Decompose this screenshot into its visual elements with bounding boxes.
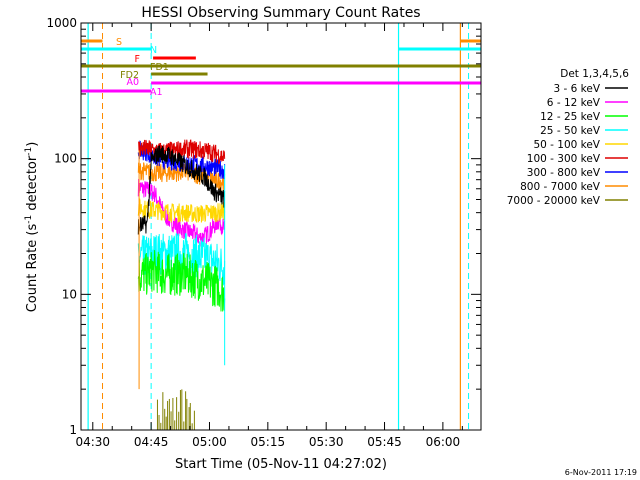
series-line-1 <box>137 145 226 235</box>
flag-label-fd1: FD1 <box>150 62 169 73</box>
y-tick-label: 10 <box>62 287 77 301</box>
legend-label: 300 - 800 keV <box>527 167 601 179</box>
chart-title: HESSI Observing Summary Count Rates <box>141 5 420 21</box>
y-axis-label-sup2: -1 <box>24 147 34 156</box>
y-axis-label-main: Count Rate (s <box>25 224 40 313</box>
legend-label: 50 - 100 keV <box>533 139 600 151</box>
x-tick-label: 04:30 <box>75 435 110 449</box>
x-tick-label: 05:45 <box>367 435 402 449</box>
legend-label: 7000 - 20000 keV <box>507 195 601 207</box>
series-line-3 <box>137 250 226 312</box>
y-axis-label-mid: detector <box>25 155 40 215</box>
x-tick-label: 05:00 <box>192 435 227 449</box>
flag-label-n: N <box>150 45 157 56</box>
flag-label-f: F <box>135 54 140 65</box>
y-tick-label: 1 <box>69 423 77 437</box>
x-tick-label: 05:15 <box>251 435 286 449</box>
x-tick-label: 06:00 <box>426 435 461 449</box>
plot-frame <box>80 22 482 431</box>
series-line-2 <box>137 178 226 247</box>
y-tick-label: 1000 <box>46 16 77 30</box>
flag-label-a1: A1 <box>150 87 163 98</box>
legend-label: 3 - 6 keV <box>553 83 600 95</box>
x-axis-label: Start Time (05-Nov-11 04:27:02) <box>175 457 387 472</box>
series-line-6 <box>138 139 226 165</box>
y-axis: 1 10 100 1000 <box>46 16 481 437</box>
x-tick-label: 04:45 <box>134 435 169 449</box>
flag-label-a0: A0 <box>126 77 139 88</box>
legend-label: 800 - 7000 keV <box>520 181 601 193</box>
series-line-7 <box>137 140 226 179</box>
legend-label: 12 - 25 keV <box>540 111 601 123</box>
flag-label-fd2: FD2 <box>120 70 139 81</box>
series-line-5 <box>137 198 226 224</box>
legend-title: Det 1,3,4,5,6 <box>560 68 629 80</box>
legend-label: 100 - 300 keV <box>527 153 601 165</box>
flag-label-s: S <box>116 37 122 48</box>
legend-label: 25 - 50 keV <box>540 125 601 137</box>
legend: Det 1,3,4,5,6 3 - 6 keV 6 - 12 keV 12 - 25… <box>507 68 630 207</box>
y-axis-label-end: ) <box>25 142 40 147</box>
date-stamp: 6-Nov-2011 17:19 <box>565 468 637 477</box>
x-tick-label: 05:30 <box>309 435 344 449</box>
legend-label: 6 - 12 keV <box>547 97 601 109</box>
y-axis-label-sup1: -1 <box>24 215 34 224</box>
y-tick-label: 100 <box>54 152 77 166</box>
x-axis: 04:30 04:45 05:00 05:15 05:30 05:45 06:00 <box>75 23 463 449</box>
y-axis-label: Count Rate (s-1 detector-1) <box>24 142 40 313</box>
